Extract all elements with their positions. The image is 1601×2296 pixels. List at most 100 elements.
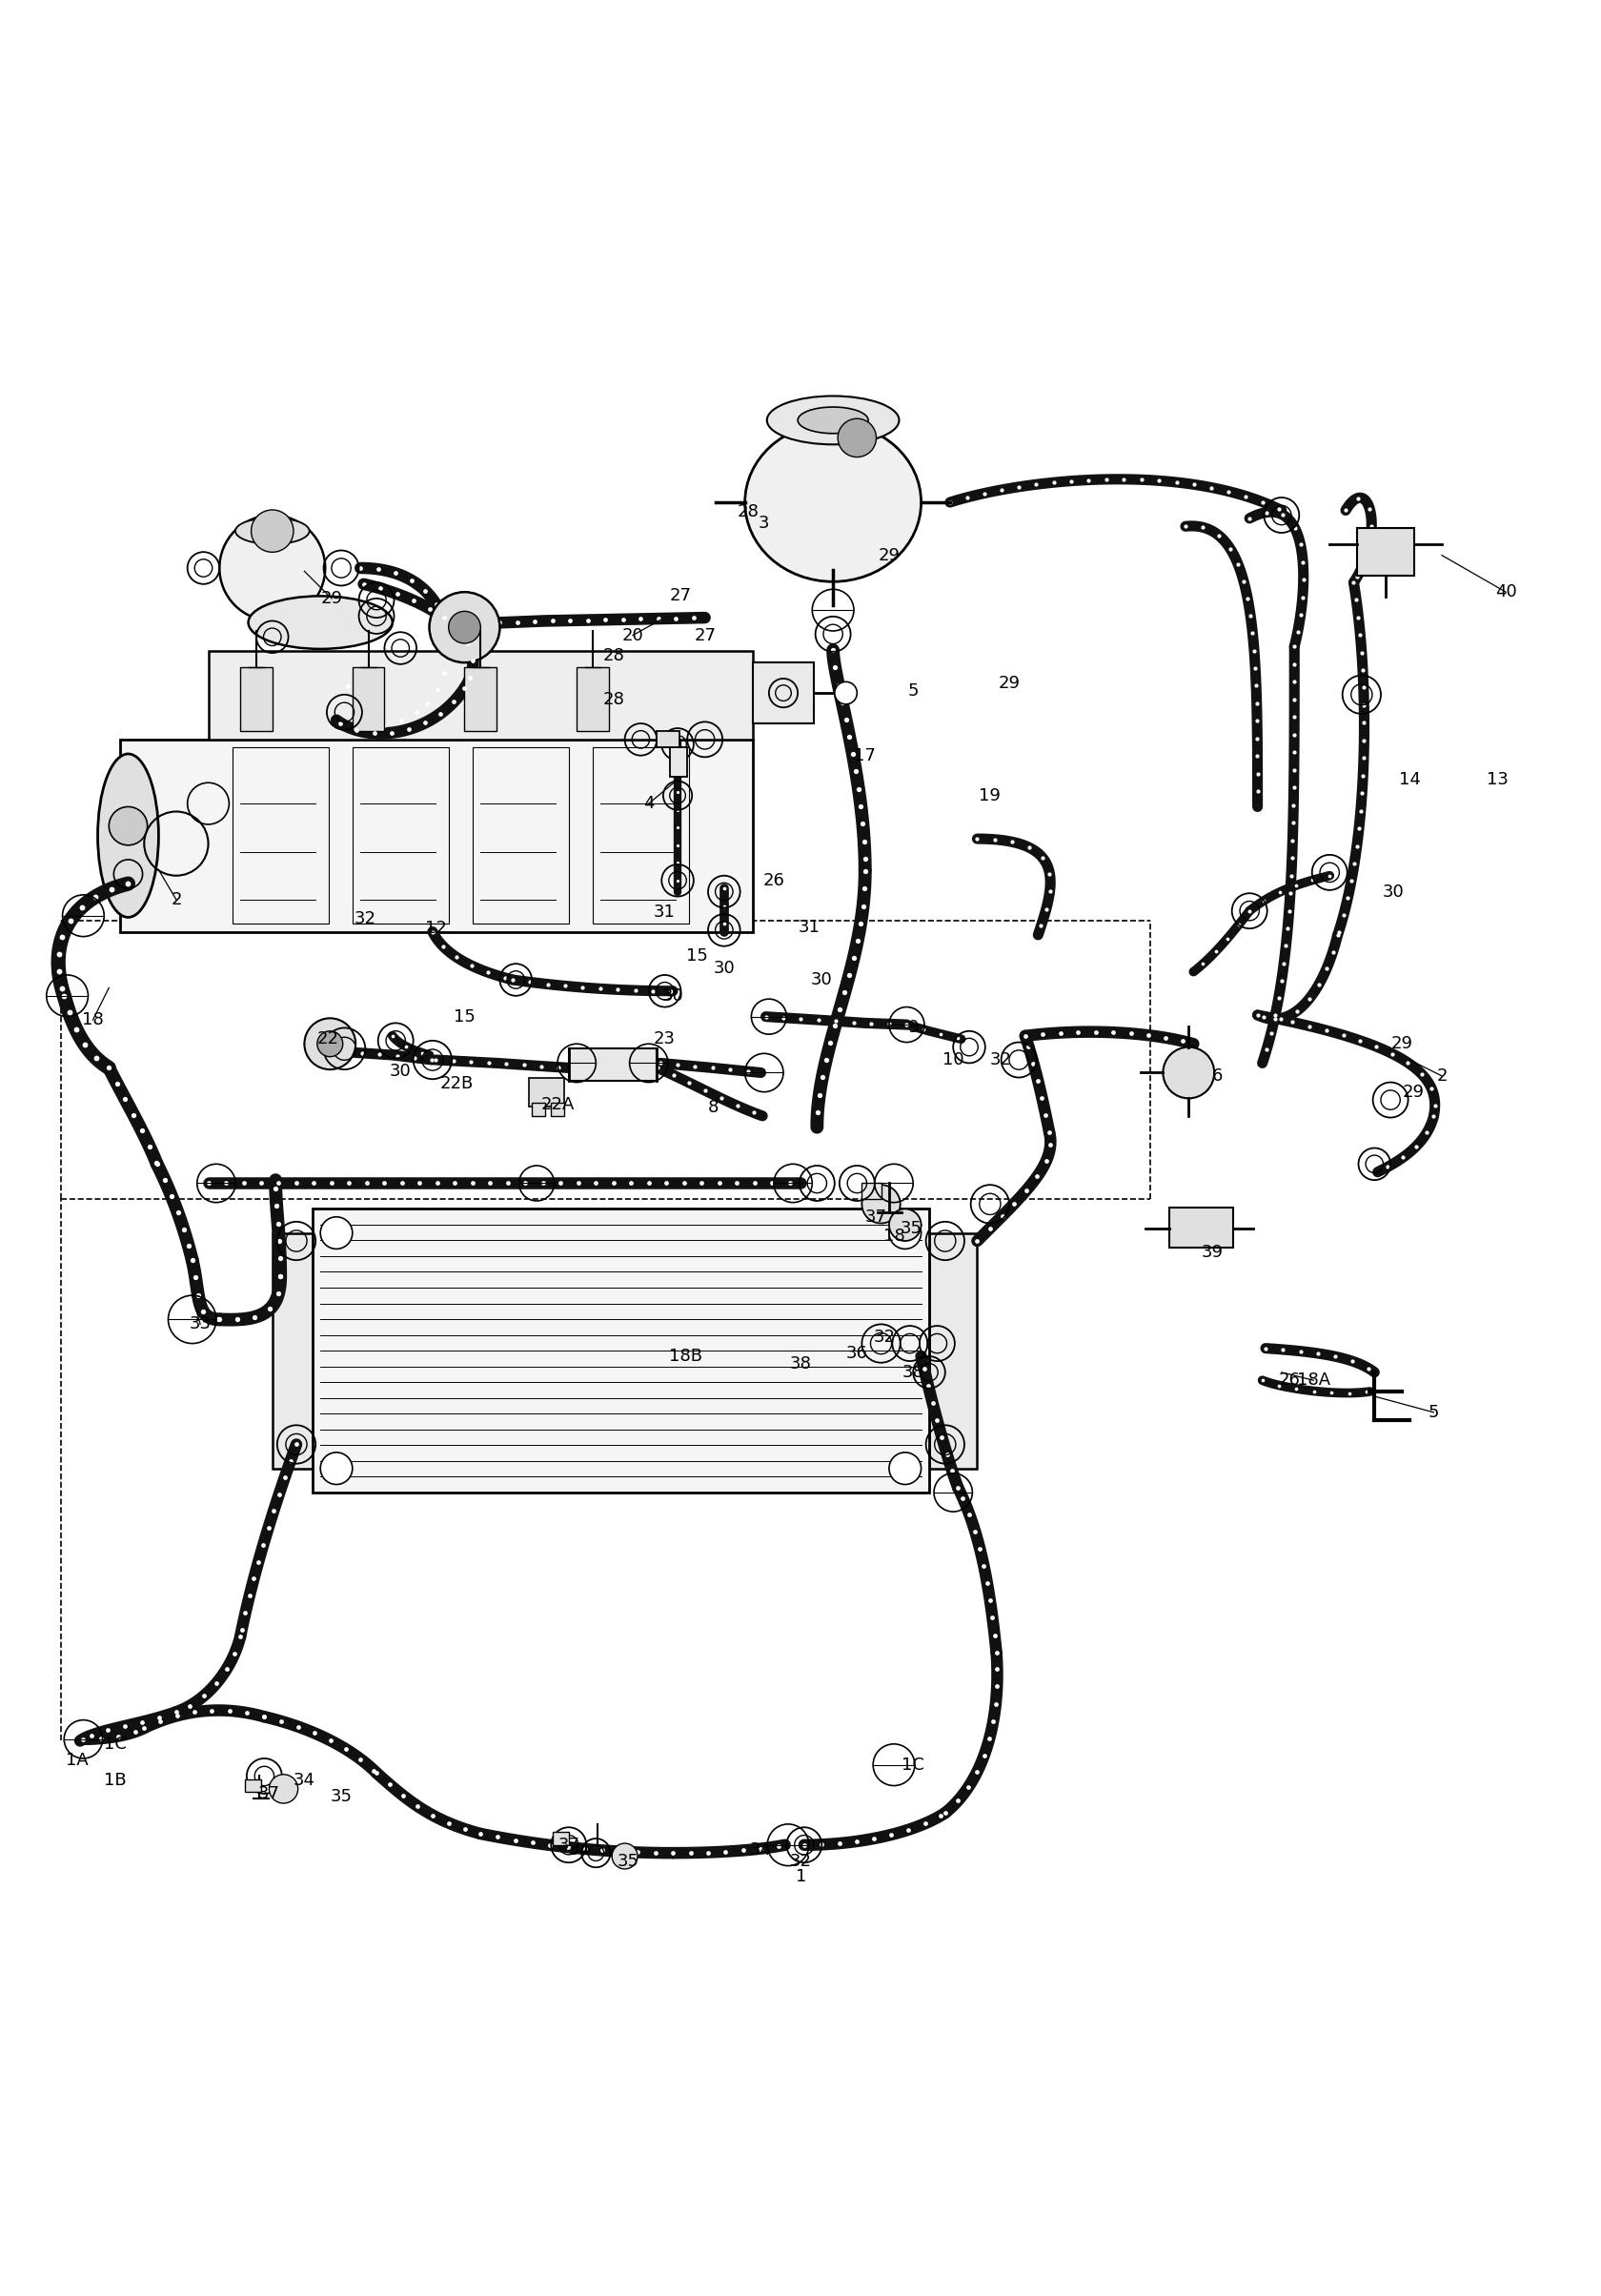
- Text: 13: 13: [1486, 771, 1508, 788]
- Bar: [551, 1102, 564, 1116]
- Bar: [352, 668, 384, 732]
- Circle shape: [269, 1775, 298, 1802]
- Ellipse shape: [248, 597, 392, 650]
- Bar: [232, 748, 328, 923]
- Text: 39: 39: [1201, 1244, 1223, 1261]
- Ellipse shape: [744, 422, 921, 581]
- Bar: [352, 748, 448, 923]
- Text: 40: 40: [1494, 583, 1516, 602]
- Text: 33: 33: [189, 1316, 211, 1332]
- Circle shape: [304, 1017, 355, 1070]
- Bar: [120, 739, 752, 932]
- Text: 2: 2: [1436, 1068, 1446, 1084]
- Text: 28: 28: [602, 647, 624, 666]
- Text: 15: 15: [685, 948, 708, 964]
- Text: 34: 34: [568, 1841, 591, 1857]
- Text: 1A: 1A: [66, 1752, 88, 1768]
- Text: 30: 30: [712, 960, 735, 978]
- Text: 17: 17: [853, 746, 876, 765]
- Circle shape: [834, 682, 857, 705]
- Bar: [532, 1102, 544, 1116]
- Text: 20: 20: [621, 627, 644, 643]
- Text: 4: 4: [644, 794, 653, 813]
- Text: 38: 38: [901, 1364, 924, 1380]
- Text: 15: 15: [453, 1008, 475, 1026]
- Circle shape: [889, 1217, 921, 1249]
- Text: 23: 23: [653, 1031, 676, 1047]
- Bar: [752, 664, 813, 723]
- Text: 10: 10: [941, 1052, 964, 1068]
- Text: 1C: 1C: [901, 1756, 924, 1773]
- Text: 26: 26: [1278, 1371, 1300, 1389]
- Bar: [656, 732, 679, 748]
- Circle shape: [251, 510, 293, 551]
- Text: 37: 37: [557, 1837, 580, 1853]
- Ellipse shape: [797, 406, 868, 434]
- Text: 38: 38: [789, 1355, 812, 1373]
- Text: 18A: 18A: [1297, 1371, 1329, 1389]
- Text: 6: 6: [1212, 1068, 1222, 1084]
- Text: 35: 35: [616, 1853, 639, 1869]
- Text: 9: 9: [908, 1019, 917, 1035]
- Text: 32: 32: [789, 1853, 812, 1869]
- Text: 30: 30: [1382, 884, 1404, 900]
- Text: 22A: 22A: [540, 1095, 575, 1114]
- Ellipse shape: [767, 395, 898, 445]
- Text: 31: 31: [653, 905, 676, 921]
- Text: 2: 2: [171, 891, 181, 909]
- Text: 8: 8: [708, 1100, 717, 1116]
- Circle shape: [109, 806, 147, 845]
- Ellipse shape: [98, 753, 158, 918]
- Circle shape: [837, 418, 876, 457]
- Circle shape: [889, 1210, 921, 1240]
- Circle shape: [889, 1453, 921, 1486]
- Bar: [528, 1077, 564, 1107]
- Bar: [929, 1233, 977, 1469]
- Circle shape: [448, 611, 480, 643]
- Text: 5: 5: [1428, 1403, 1438, 1421]
- Bar: [576, 668, 608, 732]
- Bar: [312, 1210, 929, 1492]
- Text: 12: 12: [424, 921, 447, 937]
- Bar: [208, 652, 752, 739]
- Bar: [1169, 1208, 1233, 1247]
- Text: 28: 28: [602, 691, 624, 707]
- Circle shape: [320, 1453, 352, 1486]
- Text: 32: 32: [873, 1329, 895, 1345]
- Bar: [568, 1049, 656, 1081]
- Circle shape: [320, 1217, 352, 1249]
- Text: 35: 35: [330, 1789, 352, 1805]
- Text: 37: 37: [865, 1208, 887, 1226]
- Text: 22B: 22B: [440, 1075, 472, 1093]
- Text: 29: 29: [1390, 1035, 1412, 1052]
- Bar: [552, 1832, 568, 1846]
- Text: 27: 27: [669, 588, 692, 604]
- Text: 27: 27: [693, 627, 716, 643]
- Text: 29: 29: [320, 590, 343, 606]
- Text: 14: 14: [1398, 771, 1420, 788]
- Ellipse shape: [235, 519, 309, 544]
- Circle shape: [612, 1844, 637, 1869]
- Text: 29: 29: [877, 546, 900, 565]
- Text: 34: 34: [749, 1841, 772, 1857]
- Text: 35: 35: [900, 1219, 922, 1238]
- Text: 1: 1: [796, 1869, 805, 1885]
- Text: 29: 29: [1401, 1084, 1423, 1100]
- Text: 30: 30: [810, 971, 833, 987]
- Text: 32: 32: [354, 909, 376, 928]
- Circle shape: [317, 1031, 343, 1056]
- Circle shape: [429, 592, 500, 664]
- Text: 30: 30: [389, 1063, 411, 1079]
- Bar: [592, 748, 688, 923]
- Text: 29: 29: [997, 675, 1020, 691]
- Bar: [472, 748, 568, 923]
- Circle shape: [1162, 1047, 1214, 1097]
- Bar: [272, 1233, 320, 1469]
- Bar: [861, 1182, 881, 1199]
- Bar: [245, 1779, 261, 1793]
- Circle shape: [219, 514, 325, 620]
- Bar: [464, 668, 496, 732]
- Text: 18B: 18B: [669, 1348, 701, 1364]
- Text: 30: 30: [661, 987, 684, 1003]
- Bar: [240, 668, 272, 732]
